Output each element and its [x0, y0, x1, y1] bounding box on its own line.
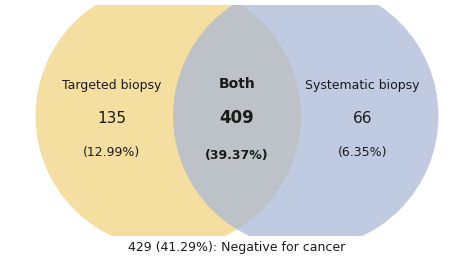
Text: (12.99%): (12.99%) [83, 146, 140, 159]
Text: (6.35%): (6.35%) [338, 146, 387, 159]
Text: 429 (41.29%): Negative for cancer: 429 (41.29%): Negative for cancer [128, 241, 346, 254]
Text: Systematic biopsy: Systematic biopsy [305, 79, 420, 92]
Text: 66: 66 [353, 111, 373, 126]
Text: Both: Both [219, 77, 255, 91]
Text: 409: 409 [219, 109, 255, 127]
Ellipse shape [36, 0, 301, 249]
Text: (39.37%): (39.37%) [205, 149, 269, 162]
Ellipse shape [173, 0, 438, 249]
Text: Targeted biopsy: Targeted biopsy [62, 79, 161, 92]
Text: 135: 135 [97, 111, 126, 126]
